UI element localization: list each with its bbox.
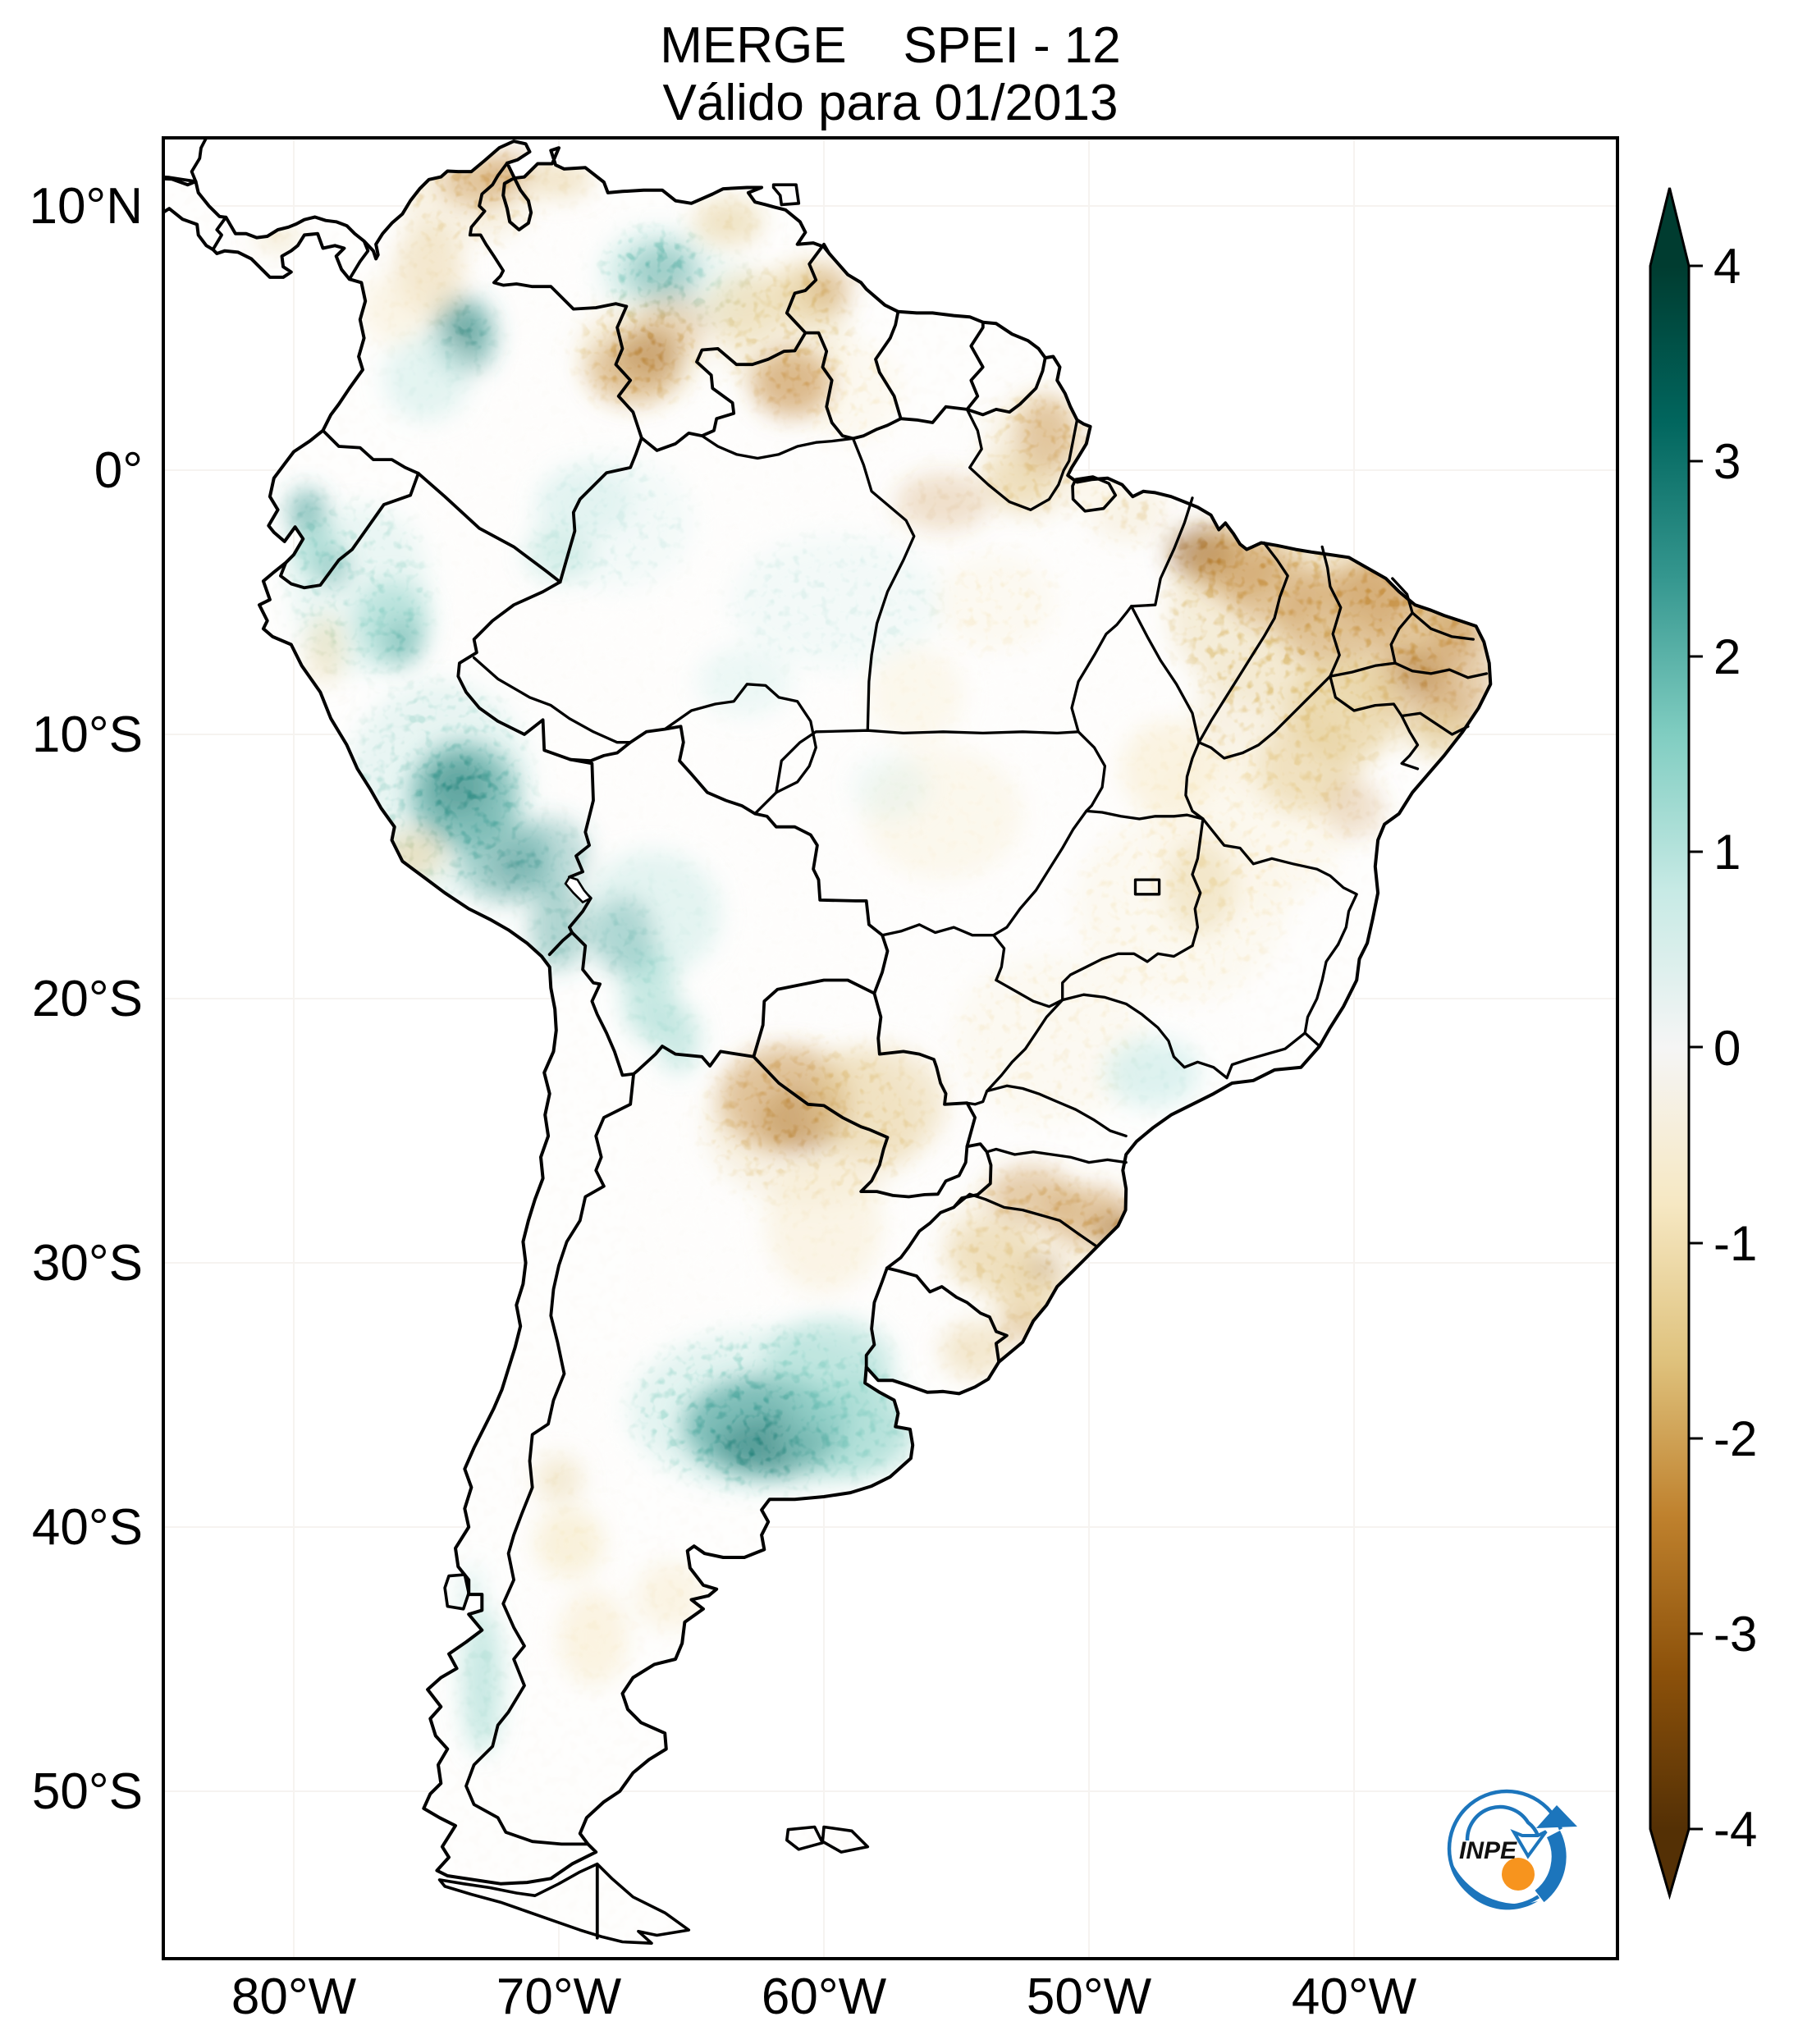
svg-text:40°S: 40°S	[32, 1499, 143, 1556]
svg-text:70°W: 70°W	[496, 1969, 622, 2025]
svg-text:4: 4	[1713, 239, 1741, 294]
svg-text:80°W: 80°W	[231, 1969, 357, 2025]
svg-text:30°S: 30°S	[32, 1235, 143, 1292]
svg-text:Válido para 01/2013: Válido para 01/2013	[662, 75, 1118, 131]
svg-text:-1: -1	[1713, 1216, 1757, 1271]
svg-text:MERGE SPEI - 12: MERGE SPEI - 12	[660, 17, 1121, 74]
svg-text:0: 0	[1713, 1021, 1741, 1076]
svg-text:10°N: 10°N	[29, 178, 143, 235]
svg-text:-3: -3	[1713, 1607, 1757, 1662]
svg-text:1: 1	[1713, 825, 1741, 880]
svg-text:-2: -2	[1713, 1411, 1757, 1466]
svg-text:20°S: 20°S	[32, 971, 143, 1027]
svg-text:10°S: 10°S	[32, 706, 143, 763]
svg-text:50°W: 50°W	[1027, 1969, 1152, 2025]
svg-text:50°S: 50°S	[32, 1763, 143, 1820]
svg-text:3: 3	[1713, 434, 1741, 489]
svg-text:INPE: INPE	[1459, 1837, 1517, 1864]
svg-text:2: 2	[1713, 629, 1741, 684]
svg-text:60°W: 60°W	[762, 1969, 887, 2025]
svg-text:0°: 0°	[94, 442, 143, 499]
svg-text:-4: -4	[1713, 1802, 1757, 1857]
svg-text:40°W: 40°W	[1292, 1969, 1417, 2025]
